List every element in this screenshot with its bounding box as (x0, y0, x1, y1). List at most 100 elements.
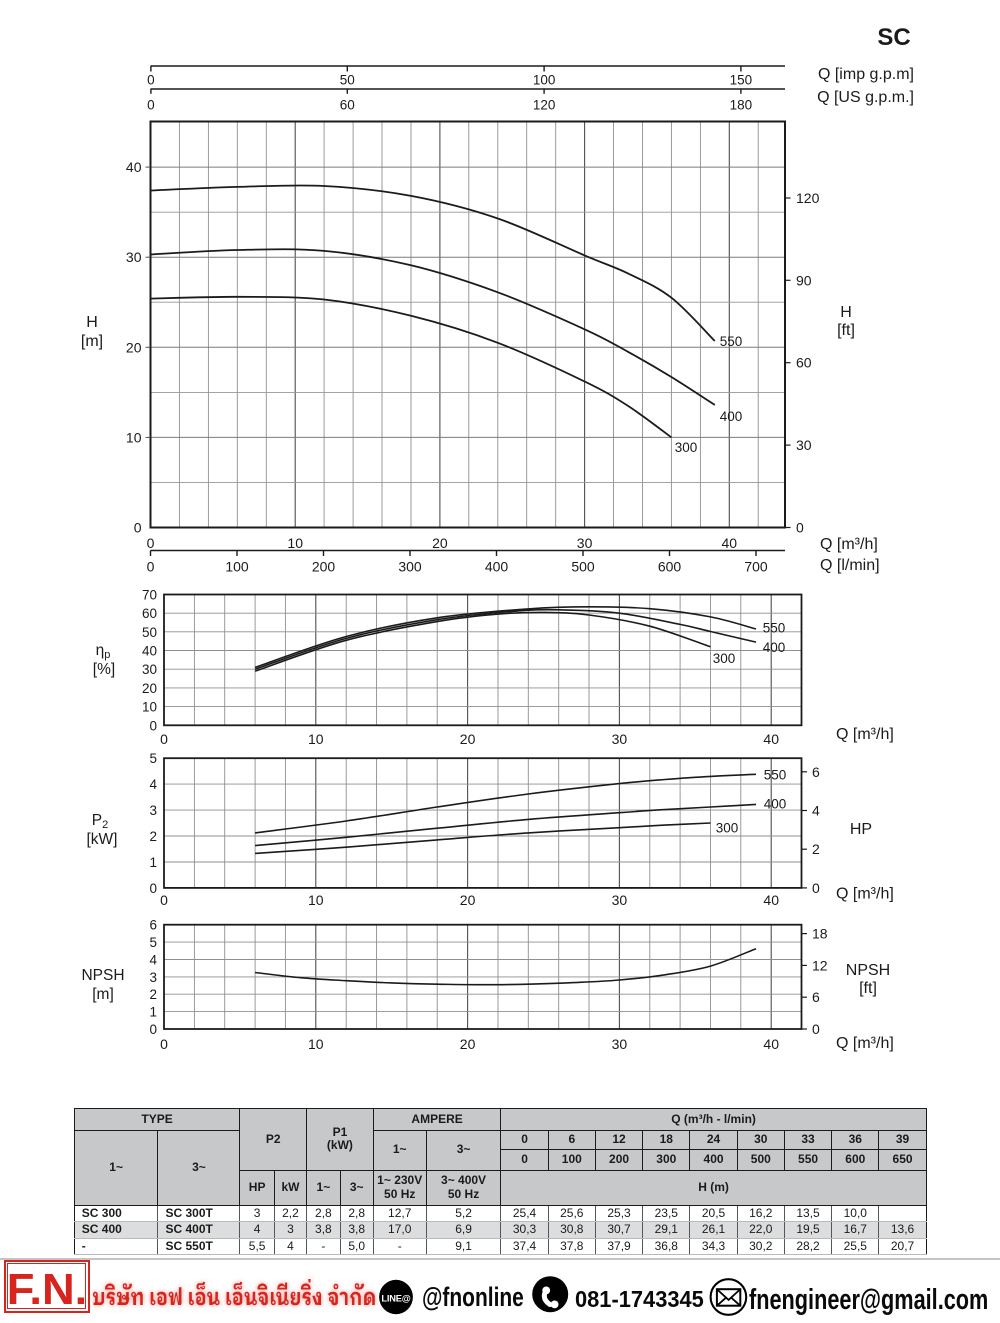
svg-text:30: 30 (796, 437, 812, 453)
svg-text:550: 550 (763, 621, 786, 636)
svg-text:300: 300 (398, 559, 422, 575)
svg-text:0: 0 (149, 718, 157, 733)
svg-text:200: 200 (312, 559, 336, 575)
svg-text:40: 40 (722, 535, 738, 551)
svg-text:[ft]: [ft] (837, 322, 855, 339)
svg-text:Q [m³/h]: Q [m³/h] (836, 1035, 894, 1052)
svg-text:100: 100 (225, 559, 249, 575)
svg-text:40: 40 (763, 731, 779, 747)
svg-text:40: 40 (126, 159, 142, 175)
svg-text:4: 4 (149, 777, 157, 792)
svg-text:70: 70 (142, 588, 157, 603)
svg-text:0: 0 (147, 98, 155, 113)
svg-text:0: 0 (812, 1021, 820, 1037)
svg-text:0: 0 (160, 892, 168, 908)
svg-text:400: 400 (764, 797, 787, 812)
svg-text:20: 20 (460, 1036, 476, 1052)
svg-text:50: 50 (142, 625, 157, 640)
svg-text:10: 10 (308, 892, 324, 908)
svg-text:150: 150 (730, 73, 753, 88)
svg-text:20: 20 (126, 339, 142, 355)
svg-text:[m]: [m] (92, 986, 114, 1003)
svg-text:0: 0 (160, 1036, 168, 1052)
svg-text:40: 40 (763, 1036, 779, 1052)
svg-text:0: 0 (149, 1022, 157, 1037)
svg-text:20: 20 (460, 731, 476, 747)
svg-text:H: H (86, 314, 98, 331)
svg-text:60: 60 (142, 606, 157, 621)
svg-text:[%]: [%] (93, 661, 115, 678)
svg-text:30: 30 (577, 535, 593, 551)
svg-text:SC: SC (877, 24, 910, 51)
svg-text:Q [m³/h]: Q [m³/h] (820, 536, 878, 553)
svg-text:P2: P2 (92, 812, 108, 831)
svg-text:2: 2 (149, 987, 157, 1002)
svg-text:300: 300 (675, 440, 698, 455)
svg-text:100: 100 (533, 73, 556, 88)
svg-text:Q [m³/h]: Q [m³/h] (836, 726, 894, 743)
svg-text:0: 0 (149, 881, 157, 896)
svg-text:5: 5 (149, 935, 157, 950)
svg-text:400: 400 (485, 559, 509, 575)
svg-text:10: 10 (308, 731, 324, 747)
svg-text:3: 3 (149, 803, 157, 818)
svg-text:50: 50 (340, 73, 355, 88)
svg-text:NPSH: NPSH (846, 962, 890, 979)
svg-text:10: 10 (287, 535, 303, 551)
svg-text:10: 10 (126, 429, 142, 445)
svg-text:0: 0 (134, 520, 142, 536)
svg-text:LINE@: LINE@ (381, 1294, 410, 1304)
svg-text:10: 10 (308, 1036, 324, 1052)
svg-text:1: 1 (149, 855, 157, 870)
svg-text:6: 6 (149, 918, 157, 933)
svg-text:[ft]: [ft] (859, 980, 877, 997)
svg-text:0: 0 (160, 731, 168, 747)
svg-text:H: H (840, 304, 852, 321)
svg-text:0: 0 (147, 559, 155, 575)
svg-text:700: 700 (744, 559, 768, 575)
svg-text:40: 40 (142, 644, 157, 659)
svg-text:0: 0 (812, 880, 820, 896)
svg-text:30: 30 (612, 892, 628, 908)
svg-text:3: 3 (149, 970, 157, 985)
svg-text:5: 5 (149, 751, 157, 766)
svg-text:ηp: ηp (96, 642, 111, 661)
svg-text:300: 300 (716, 821, 739, 836)
svg-text:Q [m³/h]: Q [m³/h] (836, 886, 894, 903)
svg-text:400: 400 (720, 409, 743, 424)
svg-text:90: 90 (796, 272, 812, 288)
svg-text:30: 30 (142, 662, 157, 677)
svg-text:NPSH: NPSH (81, 967, 124, 984)
svg-text:400: 400 (763, 640, 786, 655)
svg-text:550: 550 (720, 334, 743, 349)
svg-text:30: 30 (612, 731, 628, 747)
svg-text:500: 500 (571, 559, 595, 575)
svg-text:0: 0 (796, 520, 804, 536)
svg-text:20: 20 (432, 535, 448, 551)
svg-text:20: 20 (142, 681, 157, 696)
svg-text:300: 300 (713, 651, 736, 666)
svg-text:4: 4 (812, 803, 820, 819)
svg-text:12: 12 (812, 957, 828, 973)
svg-text:30: 30 (126, 249, 142, 265)
svg-text:1: 1 (149, 1005, 157, 1020)
svg-text:180: 180 (730, 98, 753, 113)
svg-text:20: 20 (460, 892, 476, 908)
svg-text:600: 600 (658, 559, 682, 575)
svg-text:550: 550 (764, 768, 787, 783)
svg-text:60: 60 (796, 355, 812, 371)
svg-text:HP: HP (850, 821, 872, 838)
svg-text:120: 120 (796, 190, 820, 206)
svg-text:[kW]: [kW] (87, 831, 118, 848)
svg-text:Q [imp g.p.m]: Q [imp g.p.m] (818, 66, 914, 83)
svg-text:0: 0 (147, 73, 155, 88)
svg-text:Q [US g.p.m.]: Q [US g.p.m.] (817, 89, 914, 106)
svg-text:120: 120 (533, 98, 556, 113)
svg-text:6: 6 (812, 764, 820, 780)
svg-text:40: 40 (763, 892, 779, 908)
svg-text:2: 2 (149, 829, 157, 844)
svg-text:Q [l/min]: Q [l/min] (820, 557, 880, 574)
svg-text:30: 30 (612, 1036, 628, 1052)
svg-text:[m]: [m] (81, 333, 103, 350)
svg-text:18: 18 (812, 926, 828, 942)
